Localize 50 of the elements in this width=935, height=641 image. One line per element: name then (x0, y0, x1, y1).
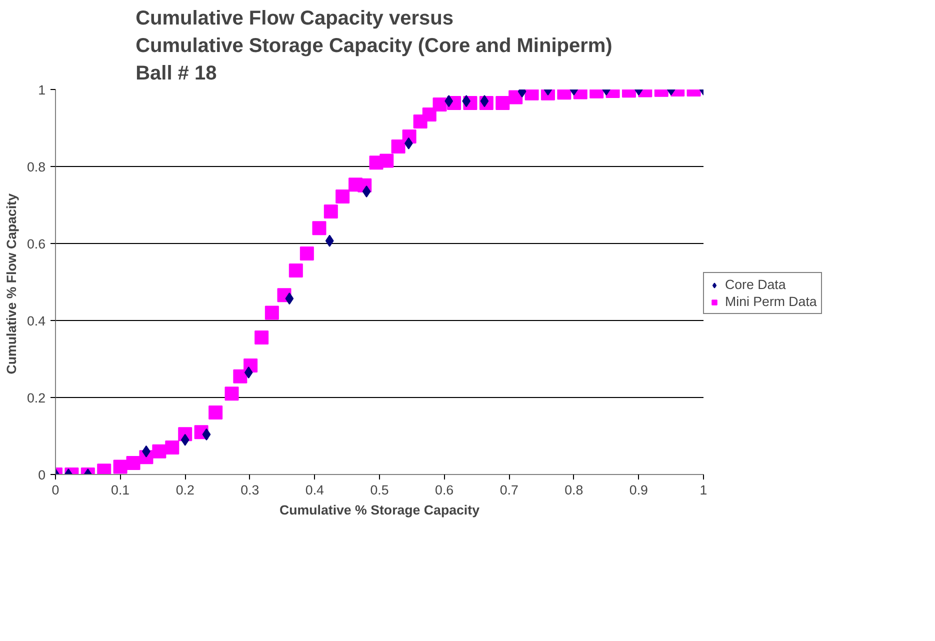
y-tick-label: 0 (38, 468, 46, 482)
point (180, 434, 190, 446)
point (404, 137, 413, 150)
x-tick-label: 1 (700, 482, 708, 498)
x-axis-title: Cumulative % Storage Capacity (280, 502, 480, 518)
point (444, 95, 454, 108)
point (336, 190, 350, 204)
point (496, 96, 510, 110)
point (362, 186, 371, 198)
y-axis-title: Cumulative % Flow Capacity (4, 192, 19, 374)
point (165, 440, 180, 455)
point (264, 306, 279, 320)
y-tick-label: 1 (38, 82, 46, 98)
x-tick-label: 0.4 (305, 482, 325, 498)
x-tick-label: 0.6 (435, 482, 454, 498)
y-tick-label: 0.2 (26, 390, 46, 406)
point (224, 386, 239, 401)
y-tick-label: 0.4 (26, 314, 46, 328)
point (288, 263, 303, 278)
point (233, 369, 248, 384)
x-tick-label: 0.3 (240, 482, 260, 498)
x-tick-label: 0.5 (370, 482, 389, 498)
point (202, 428, 211, 440)
point (480, 95, 489, 108)
x-tick-label: 0.9 (629, 482, 648, 498)
point (126, 456, 140, 470)
x-tick-label: 0.8 (564, 482, 584, 498)
point (113, 460, 128, 474)
legend-label: Core Data (725, 277, 786, 292)
x-tick-label: 0.1 (111, 482, 130, 498)
point (391, 139, 406, 154)
point (432, 98, 447, 112)
point (285, 292, 294, 305)
x-tick-label: 0.2 (176, 482, 194, 498)
legend-label: Mini Perm Data (725, 294, 817, 309)
point (208, 406, 223, 420)
point (312, 221, 326, 236)
y-tick-label: 0.6 (26, 236, 46, 252)
x-tick-label: 0 (52, 482, 60, 498)
point (380, 154, 394, 168)
chart-title: Cumulative Flow Capacity versus Cumulative Storage Capacity (Core and Miniperm) Ball # 18 (136, 8, 612, 84)
point (152, 444, 166, 458)
point (244, 366, 253, 378)
point (300, 246, 314, 261)
point (325, 234, 334, 247)
point (324, 204, 338, 219)
point (254, 330, 269, 344)
y-tick-label: 0.8 (26, 160, 46, 174)
point (422, 108, 436, 122)
x-tick-label: 0.7 (500, 482, 518, 498)
